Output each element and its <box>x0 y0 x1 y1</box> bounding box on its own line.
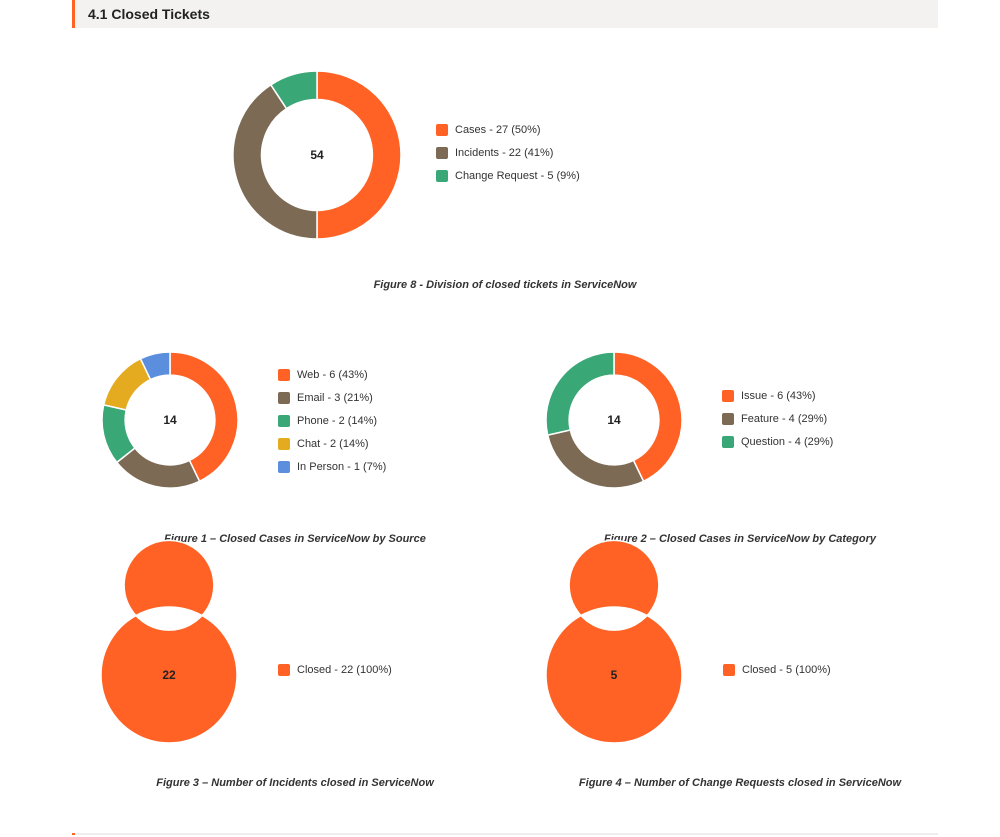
legend-swatch <box>278 368 290 381</box>
legend-label: Phone - 2 (14%) <box>297 414 378 427</box>
donut-slice-cases <box>316 70 402 240</box>
legend-item: Feature - 4 (29%) <box>722 407 833 430</box>
legend-label: Closed - 5 (100%) <box>742 663 831 676</box>
legend-label: Issue - 6 (43%) <box>741 389 816 402</box>
legend-label: Change Request - 5 (9%) <box>455 169 580 182</box>
legend-swatch <box>722 412 734 425</box>
chart-change-requests-closed: 5 Closed - 5 (100%) <box>545 539 885 746</box>
legend-swatch <box>278 391 290 404</box>
legend-swatch <box>278 437 290 450</box>
donut-total-label: 54 <box>310 148 324 162</box>
legend-label: Email - 3 (21%) <box>297 391 373 404</box>
legend-item: Phone - 2 (14%) <box>278 409 386 432</box>
donut-slice-feature <box>546 429 645 489</box>
chart-closed-cases-by-category: 14 Issue - 6 (43%) Feature - 4 (29%) Quest… <box>545 351 885 491</box>
section-header: 4.1 Closed Tickets <box>72 0 938 28</box>
figure-1-caption: Figure 1 – Closed Cases in ServiceNow by… <box>164 533 426 545</box>
legend-label: Cases - 27 (50%) <box>455 123 541 136</box>
donut-total-label: 14 <box>163 413 177 427</box>
legend-label: Closed - 22 (100%) <box>297 663 392 676</box>
legend-item: Incidents - 22 (41%) <box>436 141 580 164</box>
legend-closed-tickets: Cases - 27 (50%) Incidents - 22 (41%) Chan… <box>436 118 580 187</box>
figure-8-caption: Figure 8 - Division of closed tickets in… <box>373 279 637 291</box>
legend-item: Email - 3 (21%) <box>278 386 386 409</box>
legend-swatch <box>278 460 290 473</box>
legend-swatch <box>436 146 448 159</box>
donut-chart-closed-tickets: 54 <box>232 70 402 240</box>
legend-item: Cases - 27 (50%) <box>436 118 580 141</box>
donut-slice-in-person <box>139 351 171 381</box>
legend-item: Chat - 2 (14%) <box>278 432 386 455</box>
legend-item: Question - 4 (29%) <box>722 430 833 453</box>
legend-label: Web - 6 (43%) <box>297 368 368 381</box>
legend-item: Web - 6 (43%) <box>278 363 386 386</box>
donut-chart-cases-by-category: 14 <box>545 351 683 489</box>
donut-slice-email <box>115 446 201 489</box>
donut-slice-question <box>545 351 615 437</box>
chart-closed-tickets-division: 54 Cases - 27 (50%) Incidents - 22 (41%) C… <box>232 70 632 240</box>
donut-slice-web <box>169 351 239 483</box>
figure-3-caption: Figure 3 – Number of Incidents closed in… <box>156 777 434 789</box>
legend-swatch <box>436 123 448 136</box>
figure-2-caption: Figure 2 – Closed Cases in ServiceNow by… <box>603 533 877 545</box>
donut-slice-change-request <box>269 70 318 110</box>
donut-chart-cases-by-source: 14 <box>101 351 239 489</box>
donut-total-label: 14 <box>607 413 621 427</box>
chart-closed-cases-by-source: 14 Web - 6 (43%) Email - 3 (21%) Phone - 2… <box>101 351 441 491</box>
legend-item: In Person - 1 (7%) <box>278 455 386 478</box>
legend-swatch <box>436 169 448 182</box>
donut-slice-issue <box>613 351 683 483</box>
legend-change-requests-closed: Closed - 5 (100%) <box>723 658 831 681</box>
next-section-divider <box>72 833 938 835</box>
donut-chart-incidents-closed: 22 <box>100 539 238 744</box>
legend-item: Issue - 6 (43%) <box>722 384 833 407</box>
legend-label: In Person - 1 (7%) <box>297 460 387 473</box>
legend-swatch <box>278 663 290 676</box>
legend-cases-by-source: Web - 6 (43%) Email - 3 (21%) Phone - 2 (1… <box>278 363 386 478</box>
legend-item: Closed - 5 (100%) <box>723 658 831 681</box>
section-title: 4.1 Closed Tickets <box>88 6 210 22</box>
donut-slice-closed <box>100 539 238 744</box>
donut-total-label: 22 <box>162 668 176 682</box>
legend-swatch <box>722 435 734 448</box>
legend-label: Incidents - 22 (41%) <box>455 146 554 159</box>
chart-incidents-closed: 22 Closed - 22 (100%) <box>100 539 440 746</box>
figure-4-caption: Figure 4 – Number of Change Requests clo… <box>578 777 902 789</box>
legend-swatch <box>722 389 734 402</box>
donut-slice-incidents <box>232 83 318 240</box>
legend-label: Question - 4 (29%) <box>741 435 834 448</box>
donut-slice-closed <box>545 539 683 744</box>
legend-item: Change Request - 5 (9%) <box>436 164 580 187</box>
legend-swatch <box>723 663 735 676</box>
donut-total-label: 5 <box>611 668 618 682</box>
legend-cases-by-category: Issue - 6 (43%) Feature - 4 (29%) Question… <box>722 384 833 453</box>
legend-item: Closed - 22 (100%) <box>278 658 392 681</box>
legend-label: Feature - 4 (29%) <box>741 412 828 425</box>
legend-swatch <box>278 414 290 427</box>
donut-chart-change-requests-closed: 5 <box>545 539 683 744</box>
legend-label: Chat - 2 (14%) <box>297 437 369 450</box>
legend-incidents-closed: Closed - 22 (100%) <box>278 658 392 681</box>
